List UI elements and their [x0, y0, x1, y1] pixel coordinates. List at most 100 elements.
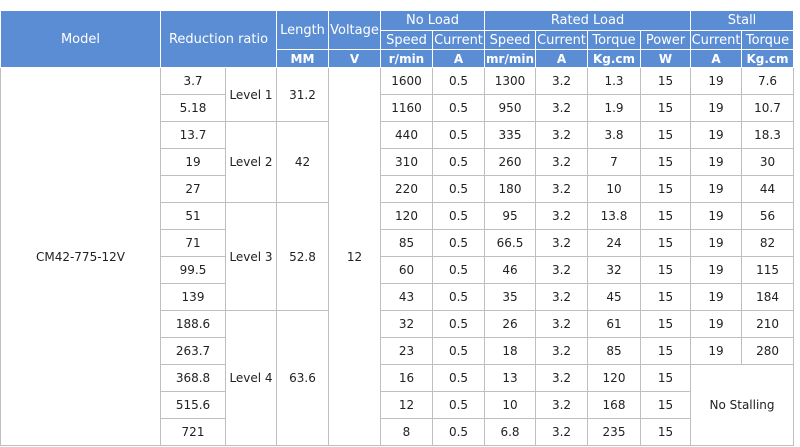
spec-table: Model Reduction ratio Length Voltage No …	[0, 10, 795, 446]
unit-cell: A	[690, 49, 743, 68]
value-cell: 168	[587, 391, 641, 419]
header-cell: Current	[432, 30, 485, 50]
value-cell: 3.2	[535, 175, 588, 203]
value-cell: 3.2	[535, 94, 588, 122]
table-row: 71 85 0.5 66.5 3.2 24 15 19 82	[1, 229, 795, 257]
value-cell: 13.8	[587, 202, 641, 230]
value-cell: 1.9	[587, 94, 641, 122]
value-cell: 3.2	[535, 310, 588, 338]
value-cell: 0.5	[432, 121, 485, 149]
value-cell: 23	[380, 337, 433, 365]
value-cell: 7	[587, 148, 641, 176]
header-cell: Current	[690, 30, 743, 50]
value-cell: 10	[484, 391, 536, 419]
value-cell: 15	[639, 364, 692, 392]
ratio-cell: 99.5	[160, 256, 226, 284]
value-cell: 15	[639, 418, 692, 446]
value-cell: 15	[639, 94, 692, 122]
length-cell: 52.8	[276, 202, 329, 311]
value-cell: 15	[639, 148, 692, 176]
value-cell: 3.2	[535, 283, 588, 311]
value-cell: 15	[639, 175, 692, 203]
value-cell: 0.5	[432, 391, 485, 419]
ratio-cell: 3.7	[160, 67, 226, 95]
length-cell: 42	[276, 121, 329, 203]
value-cell: 19	[690, 283, 743, 311]
value-cell: 3.2	[535, 418, 588, 446]
value-cell: 0.5	[432, 418, 485, 446]
value-cell: 18	[484, 337, 536, 365]
value-cell: 235	[587, 418, 641, 446]
value-cell: 310	[380, 148, 433, 176]
header-cell: Model	[0, 10, 161, 68]
value-cell: 0.5	[432, 148, 485, 176]
value-cell: 0.5	[432, 67, 485, 95]
value-cell: 15	[639, 310, 692, 338]
value-cell: 44	[741, 175, 795, 203]
table-body: CM42-775-12V 3.7 Level 1 31.2 12 1600 0.5 1300 3…	[0, 67, 795, 446]
table-header: Model Reduction ratio Length Voltage No …	[0, 10, 795, 68]
value-cell: 56	[741, 202, 795, 230]
header-cell: Torque	[587, 30, 641, 50]
header-cell: Torque	[741, 30, 795, 50]
ratio-cell: 71	[160, 229, 226, 257]
unit-cell: A	[432, 49, 485, 68]
ratio-cell: 139	[160, 283, 226, 311]
value-cell: 0.5	[432, 256, 485, 284]
value-cell: 26	[484, 310, 536, 338]
table-row: 188.6 Level 4 63.6 32 0.5 26 3.2 61 15 19 210	[1, 310, 795, 446]
header-cell: No Load	[380, 10, 485, 31]
value-cell: 19	[690, 202, 743, 230]
value-cell: 60	[380, 256, 433, 284]
ratio-cell: 188.6	[160, 310, 226, 338]
value-cell: 19	[690, 148, 743, 176]
value-cell: 24	[587, 229, 641, 257]
value-cell: 15	[639, 202, 692, 230]
value-cell: 35	[484, 283, 536, 311]
value-cell: 6.8	[484, 418, 536, 446]
header-cell: Speed	[484, 30, 536, 50]
header-cell: Speed	[380, 30, 433, 50]
level-cell: Level 3	[225, 202, 277, 311]
header-cell: Rated Load	[483, 10, 692, 31]
value-cell: 19	[690, 175, 743, 203]
value-cell: 3.8	[587, 121, 641, 149]
header-cell: Reduction ratio	[160, 10, 277, 68]
value-cell: 120	[380, 202, 433, 230]
value-cell: 19	[690, 229, 743, 257]
value-cell: 15	[639, 337, 692, 365]
value-cell: 335	[484, 121, 536, 149]
value-cell: 180	[484, 175, 536, 203]
value-cell: 13	[484, 364, 536, 392]
value-cell: 0.5	[432, 202, 485, 230]
ratio-cell: 368.8	[160, 364, 226, 392]
level-cell: Level 4	[225, 310, 277, 446]
ratio-cell: 27	[160, 175, 226, 203]
table-row: 515.6 12 0.5 10 3.2 168 15	[1, 391, 794, 419]
header-cell: Current	[535, 30, 588, 50]
ratio-cell: 721	[160, 418, 226, 446]
value-cell: 85	[587, 337, 641, 365]
length-cell: 31.2	[276, 67, 329, 122]
value-cell: 15	[639, 256, 692, 284]
value-cell: 10	[587, 175, 641, 203]
value-cell: 0.5	[432, 337, 485, 365]
value-cell: 3.2	[535, 67, 588, 95]
value-cell: 115	[741, 256, 795, 284]
value-cell: 220	[380, 175, 433, 203]
unit-cell: MM	[276, 49, 329, 68]
value-cell: 18.3	[741, 121, 795, 149]
value-cell: 3.2	[535, 256, 588, 284]
value-cell: 3.2	[535, 391, 588, 419]
value-cell: 95	[484, 202, 536, 230]
unit-cell: r/min	[380, 49, 433, 68]
table-row: 19 310 0.5 260 3.2 7 15 19 30	[1, 148, 795, 176]
value-cell: 3.2	[535, 364, 588, 392]
value-cell: 15	[639, 121, 692, 149]
ratio-cell: 515.6	[160, 391, 226, 419]
unit-cell: W	[639, 49, 692, 68]
unit-cell: A	[535, 49, 588, 68]
value-cell: 82	[741, 229, 795, 257]
value-cell: 32	[587, 256, 641, 284]
table-row: 721 8 0.5 6.8 3.2 235 15	[1, 418, 794, 446]
